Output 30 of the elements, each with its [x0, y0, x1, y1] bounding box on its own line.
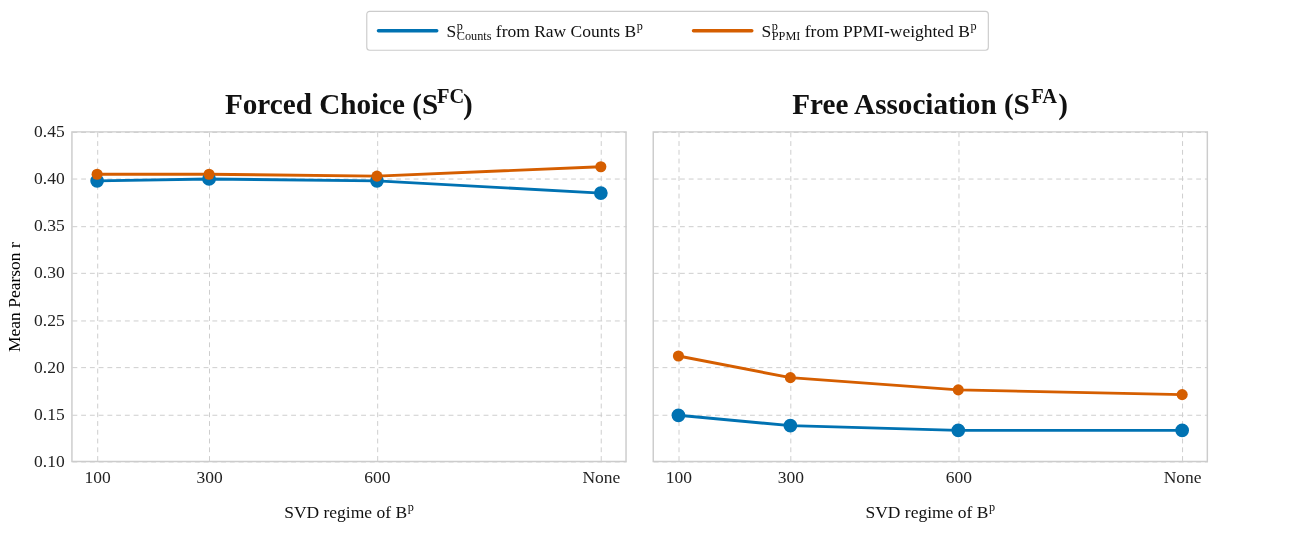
y-tick-label: 0.35 — [34, 215, 65, 236]
x-tick-label: 300 — [777, 467, 805, 488]
point — [1175, 423, 1190, 438]
y-tick-label: 0.25 — [34, 309, 65, 330]
point — [672, 350, 684, 362]
point — [952, 384, 964, 396]
point — [91, 168, 103, 180]
x-tick-label: 100 — [665, 467, 693, 488]
y-tick-label: 0.10 — [34, 450, 65, 471]
y-tick-label: 0.40 — [34, 168, 65, 189]
y-tick-label: 0.15 — [34, 403, 65, 424]
point — [371, 170, 383, 182]
point — [203, 168, 215, 180]
y-tick-label: 0.45 — [34, 121, 65, 142]
x-tick-label: 600 — [364, 467, 391, 488]
x-tick-label: 300 — [196, 467, 223, 488]
x-tick-label: None — [582, 467, 621, 488]
y-tick-label: 0.20 — [34, 356, 65, 377]
point — [951, 423, 966, 438]
x-tick-label: None — [1163, 467, 1202, 488]
point — [671, 408, 686, 423]
x-tick-label: 600 — [945, 467, 973, 488]
point — [784, 372, 796, 384]
point — [783, 418, 798, 433]
point — [595, 161, 607, 173]
y-axis-title: Mean Pearson r — [4, 242, 25, 353]
x-tick-label: 100 — [84, 467, 111, 488]
point — [593, 186, 608, 200]
point — [1176, 389, 1188, 401]
y-tick-label: 0.30 — [34, 262, 65, 283]
